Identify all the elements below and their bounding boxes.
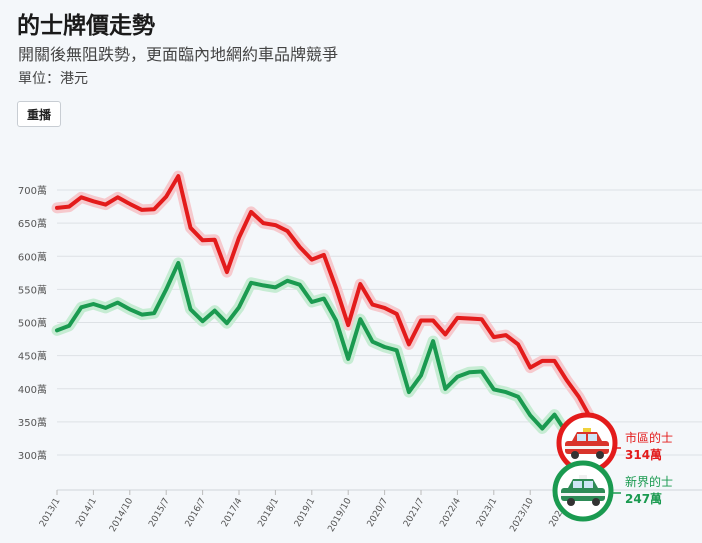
y-tick-label: 450萬 — [18, 350, 47, 363]
x-axis-ticks: 2013/1 2014/1 2014/10 2015/7 2016/7 2017/4 201… — [38, 490, 604, 534]
end-markers — [552, 412, 618, 522]
x-tick-label: 2018/1 — [257, 497, 281, 529]
urban-taxi-marker — [556, 412, 618, 474]
y-tick-label: 600萬 — [18, 250, 47, 263]
nt-taxi-line — [55, 260, 605, 477]
x-tick-label: 2014/10 — [108, 496, 135, 534]
urban-series-value: 314萬 — [625, 447, 662, 462]
nt-taxi-line-glow — [51, 257, 609, 481]
x-tick-label: 2020/7 — [366, 497, 390, 529]
y-tick-label: 650萬 — [18, 217, 47, 230]
nt-series-name: 新界的士 — [625, 474, 673, 489]
y-tick-label: 500萬 — [18, 317, 47, 330]
y-tick-label: 350萬 — [18, 416, 47, 429]
page-title: 的士牌價走勢 — [17, 13, 155, 39]
x-tick-label: 2016/7 — [184, 497, 208, 529]
nt-series-value: 247萬 — [625, 491, 662, 506]
x-tick-label: 2017/4 — [220, 496, 245, 529]
x-tick-label: 2015/7 — [147, 497, 171, 529]
x-tick-label: 2023/10 — [508, 496, 535, 534]
nt-taxi-marker — [552, 460, 614, 522]
x-tick-label: 2021/7 — [402, 497, 426, 529]
page-subtitle: 開關後無阻跌勢，更面臨內地網約車品牌競爭 — [18, 45, 339, 64]
urban-taxi-line — [55, 174, 605, 448]
x-tick-label: 2023/1 — [475, 497, 499, 529]
green-taxi-icon — [561, 475, 605, 506]
x-tick-label: 2019/10 — [326, 496, 353, 534]
red-taxi-icon — [565, 428, 609, 459]
y-tick-label: 400萬 — [18, 383, 47, 396]
urban-series-name: 市區的士 — [625, 430, 673, 445]
y-axis-ticks: 300萬 350萬 400萬 450萬 500萬 550萬 600萬 650萬 700萬 — [18, 184, 47, 462]
y-tick-label: 700萬 — [18, 184, 47, 197]
x-tick-label: 2022/4 — [439, 496, 464, 529]
series-end-labels: 市區的士 314萬 新界的士 247萬 — [625, 430, 673, 506]
unit-label: 單位：港元 — [18, 71, 88, 87]
x-tick-label: 2014/1 — [75, 497, 99, 529]
y-tick-label: 550萬 — [18, 283, 47, 296]
series-lines — [51, 170, 621, 494]
x-tick-label: 2019/1 — [293, 497, 317, 529]
y-tick-label: 300萬 — [18, 449, 47, 462]
x-tick-label: 2013/1 — [38, 497, 62, 529]
replay-button[interactable]: 重播 — [17, 101, 61, 127]
